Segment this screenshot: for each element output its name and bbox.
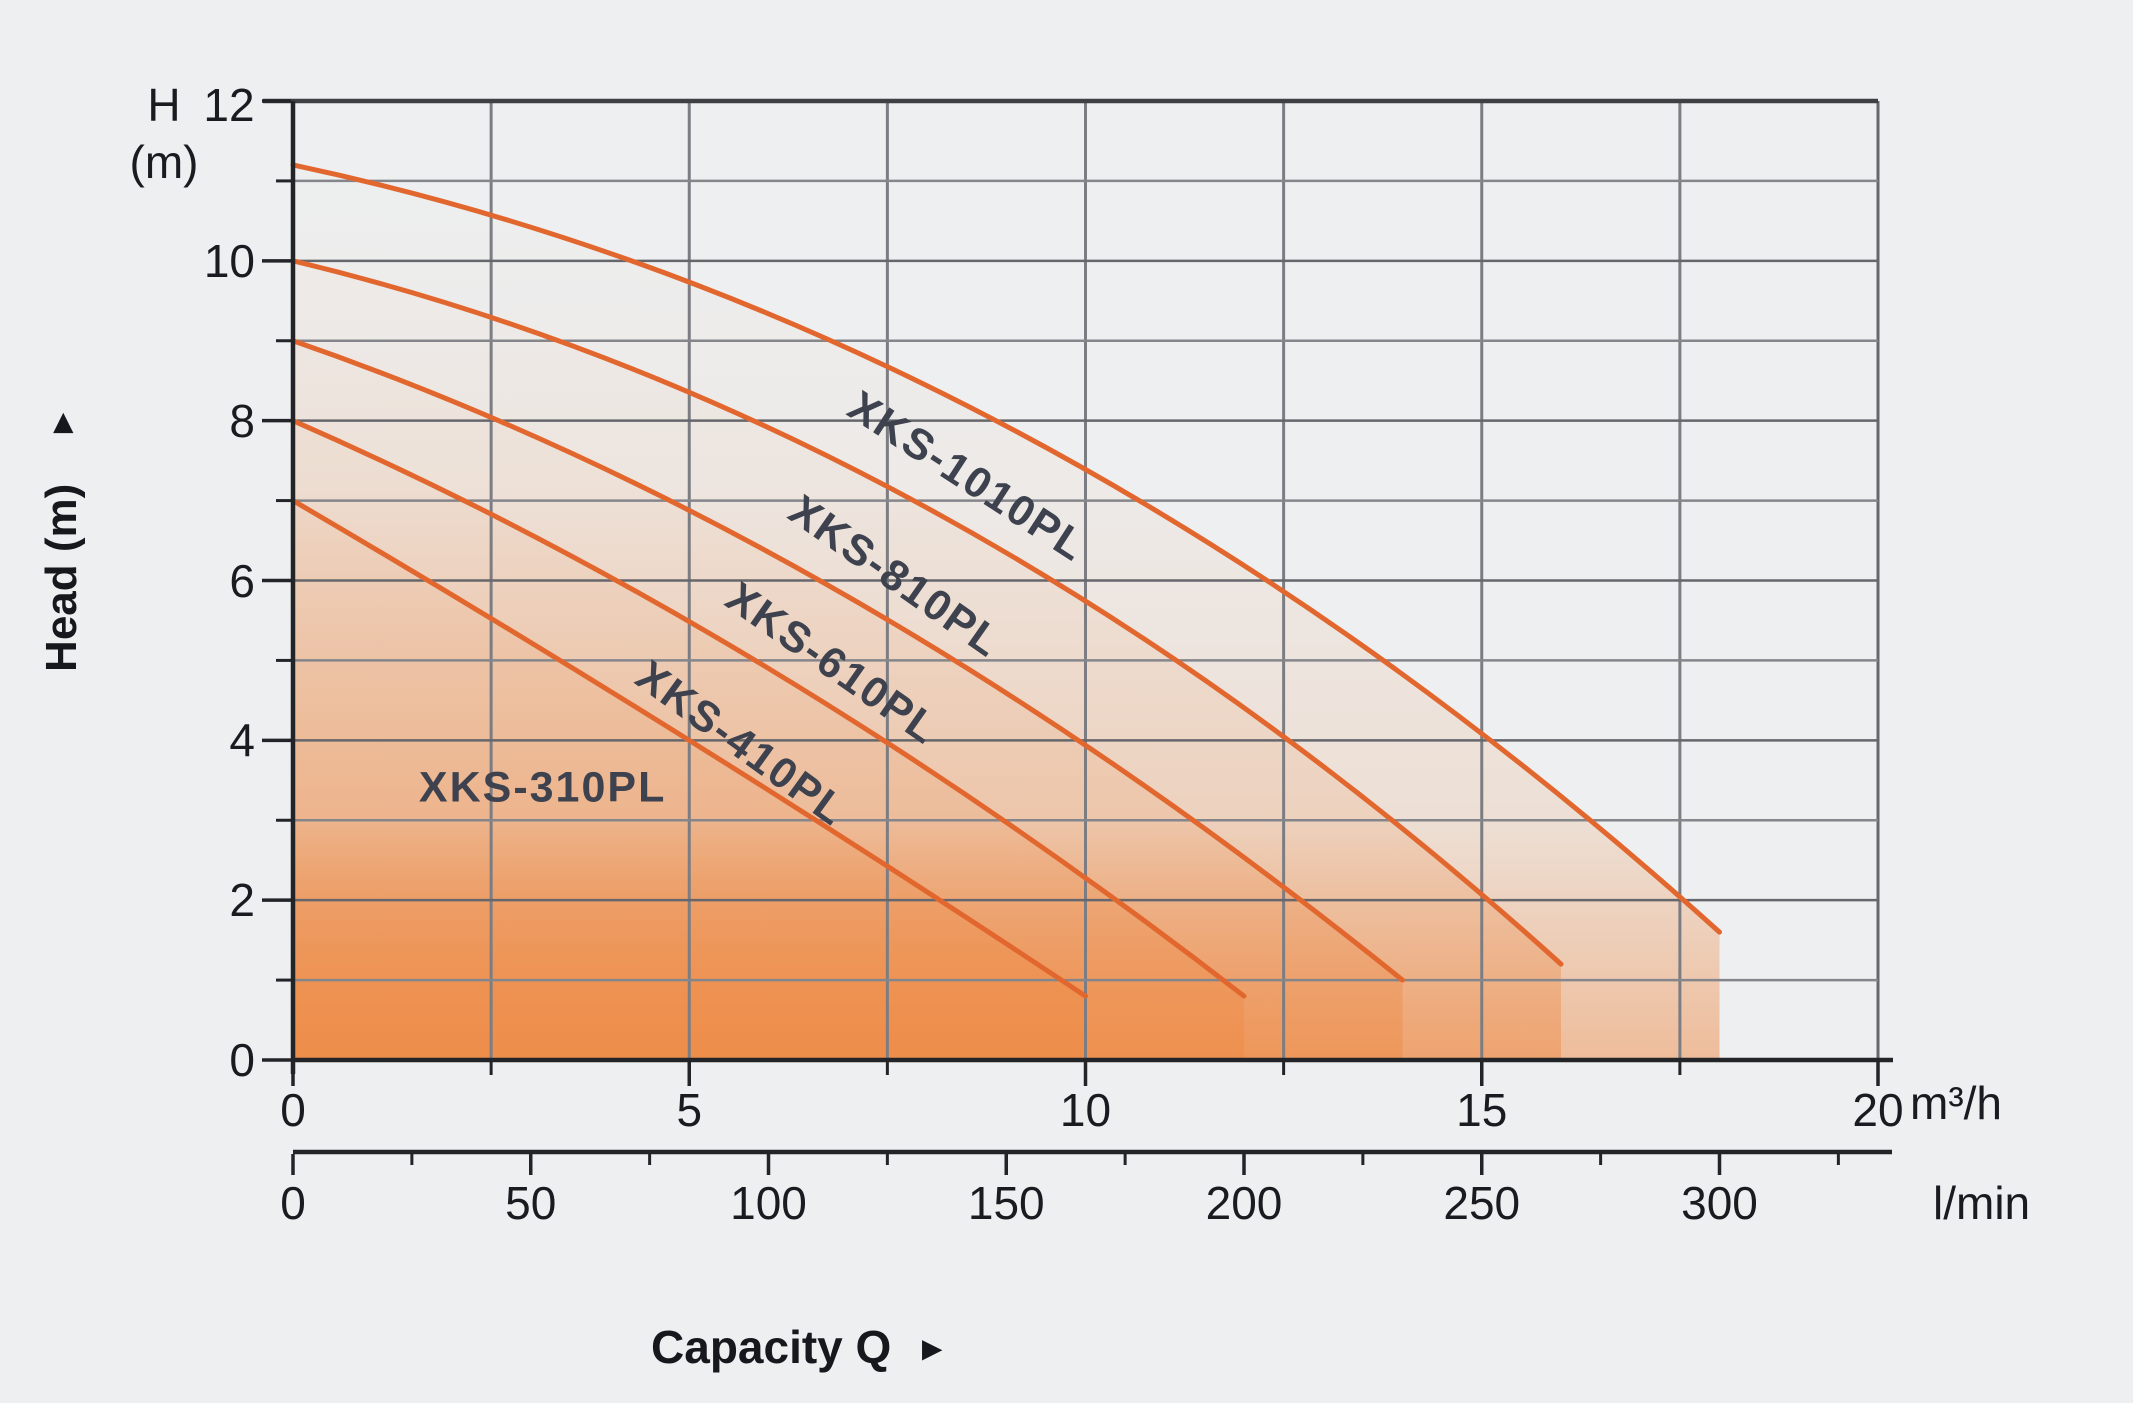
x-axis-unit-primary-label: m³/h [1910, 1077, 2002, 1129]
x-tick-label: 0 [280, 1084, 306, 1136]
y-axis-up-arrow-icon: ► [42, 406, 81, 440]
pump-curve [290, 498, 1088, 999]
x-tick-label: 20 [1852, 1084, 1904, 1136]
lmin-tick-label: 0 [280, 1177, 306, 1229]
lmin-tick-label: 250 [1443, 1177, 1521, 1229]
curve-label-xks-310pl: XKS-310PL [418, 763, 667, 812]
y-tick-label: 10 [203, 234, 255, 287]
pump-curve [290, 418, 1247, 999]
x-axis-right-arrow-icon: ► [915, 1329, 949, 1368]
lmin-tick-label: 100 [730, 1177, 807, 1229]
pump-curve [290, 258, 1564, 967]
lmin-tick-label: 150 [967, 1177, 1045, 1229]
y-tick-label: 0 [229, 1034, 255, 1086]
y-tick-label: 4 [229, 714, 255, 767]
x-axis-title: Capacity Q ► [651, 1320, 949, 1374]
y-axis-title-text: Head (m) [37, 483, 86, 672]
y-tick-label: 2 [229, 874, 255, 927]
lmin-tick-label: 200 [1205, 1177, 1283, 1229]
y-axis-title: Head (m) ► [37, 406, 87, 672]
lmin-tick-label: 300 [1681, 1177, 1758, 1229]
x-tick-label: 15 [1456, 1084, 1508, 1136]
y-tick-label: 8 [229, 394, 255, 447]
pump-curve [290, 338, 1405, 983]
x-axis-unit-secondary-label: l/min [1933, 1177, 2031, 1229]
x-axis-title-text: Capacity Q [651, 1321, 892, 1373]
lmin-tick-label: 50 [505, 1177, 557, 1229]
y-axis-unit-label: (m) [129, 136, 199, 188]
pump-curve [290, 162, 1722, 935]
y-axis-symbol: H [147, 79, 181, 131]
x-tick-label: 10 [1059, 1084, 1112, 1136]
y-axis-top-tick-label: 12 [203, 79, 255, 131]
y-tick-label: 6 [229, 554, 255, 607]
x-tick-label: 5 [676, 1084, 703, 1136]
